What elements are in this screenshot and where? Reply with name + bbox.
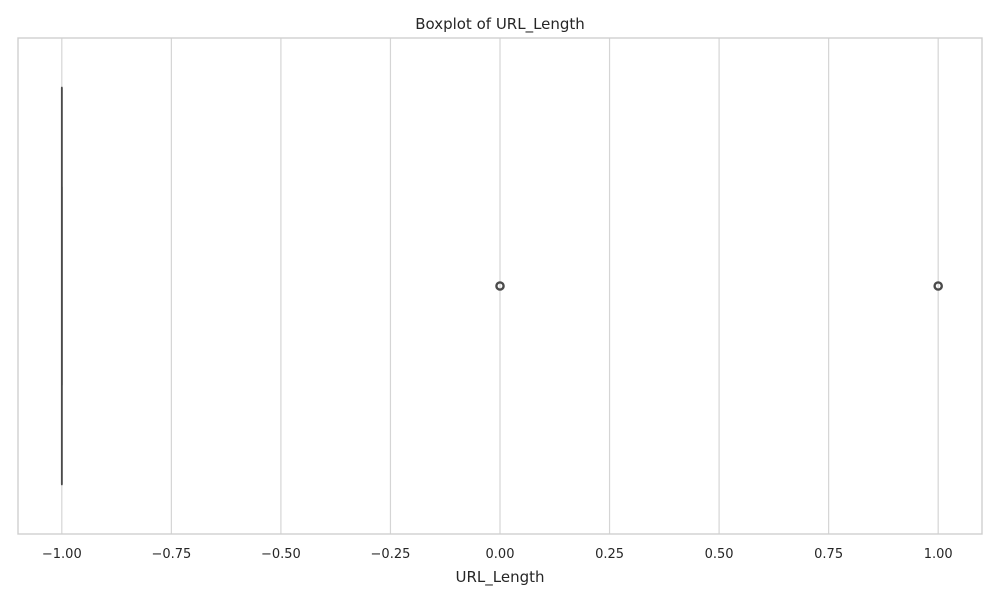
outlier-point bbox=[495, 281, 505, 291]
x-tick-label: −0.75 bbox=[151, 547, 191, 562]
outlier-point bbox=[933, 281, 943, 291]
grid-lines bbox=[61, 38, 939, 534]
x-tick-label: −1.00 bbox=[42, 547, 82, 562]
x-tick-label: 1.00 bbox=[924, 547, 953, 562]
x-tick-label: −0.25 bbox=[371, 547, 411, 562]
x-tick-labels: −1.00 −0.75 −0.50 −0.25 0.00 0.25 0.50 0.75 1.00 bbox=[42, 547, 953, 562]
x-axis-label: URL_Length bbox=[456, 568, 545, 587]
plot-frame bbox=[17, 37, 983, 535]
outlier-points bbox=[495, 281, 943, 291]
x-tick-label: 0.75 bbox=[814, 547, 843, 562]
x-tick-label: −0.50 bbox=[261, 547, 301, 562]
chart-title: Boxplot of URL_Length bbox=[415, 15, 585, 34]
x-tick-label: 0.00 bbox=[486, 547, 515, 562]
x-tick-label: 0.50 bbox=[705, 547, 734, 562]
x-tick-label: 0.25 bbox=[595, 547, 624, 562]
